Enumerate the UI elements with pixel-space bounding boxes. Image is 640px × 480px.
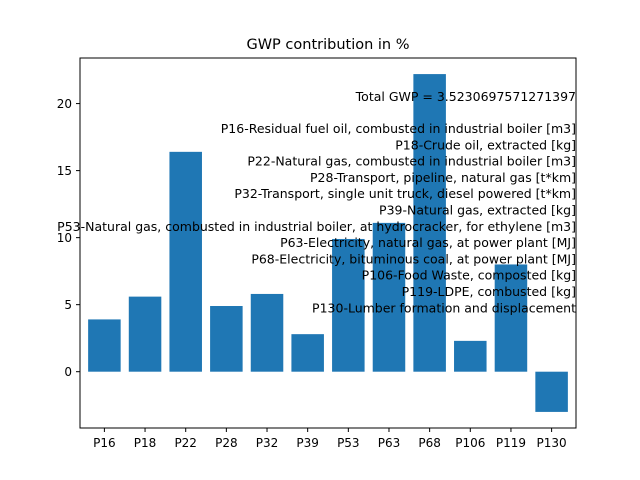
bars-group <box>88 74 568 412</box>
bar-p16 <box>88 319 121 372</box>
annotation-line: P22-Natural gas, combusted in industrial… <box>247 154 576 169</box>
x-tick-label: P63 <box>378 436 401 450</box>
bar-p39 <box>291 334 324 372</box>
chart-title: GWP contribution in % <box>246 37 409 53</box>
annotation-line: P18-Crude oil, extracted [kg] <box>395 137 576 152</box>
x-tick-label: P53 <box>337 436 360 450</box>
annotation-line: P130-Lumber formation and displacement <box>312 300 576 315</box>
y-tick-label: 5 <box>64 298 72 312</box>
x-tick-label: P28 <box>215 436 238 450</box>
bar-p119 <box>494 264 528 372</box>
annotation-line: P16-Residual fuel oil, combusted in indu… <box>221 121 576 136</box>
x-tick-label: P39 <box>296 436 319 450</box>
x-tick-label: P106 <box>455 436 485 450</box>
annotation-block: Total GWP = 3.5230697571271397 P16-Resid… <box>57 89 576 315</box>
bar-p28 <box>210 306 243 372</box>
annotation-line: P106-Food Waste, composted [kg] <box>362 268 576 283</box>
x-tick-label: P119 <box>496 436 526 450</box>
annotation-line: P53-Natural gas, combusted in industrial… <box>57 219 576 234</box>
bar-p32 <box>250 293 284 372</box>
bar-p63 <box>372 222 406 372</box>
annotation-line: P119-LDPE, combusted [kg] <box>402 284 576 299</box>
x-tick-label: P18 <box>134 436 157 450</box>
x-tick-label: P32 <box>256 436 279 450</box>
x-tick-label: P130 <box>537 436 567 450</box>
annotation-line: P32-Transport, single unit truck, diesel… <box>234 186 576 201</box>
bar-p22 <box>169 151 202 372</box>
x-axis: P16 P18 P22 P28 P32 P39 P53 P63 P68 P106 P119 P130 <box>93 428 567 450</box>
y-tick-label: 15 <box>57 164 72 178</box>
y-tick-label: 10 <box>57 231 72 245</box>
bar-p130 <box>535 371 568 412</box>
x-tick-label: P16 <box>93 436 116 450</box>
bar-p53 <box>332 238 365 372</box>
x-tick-label: P22 <box>174 436 197 450</box>
annotation-total: Total GWP = 3.5230697571271397 <box>355 89 576 104</box>
y-tick-label: 0 <box>64 365 72 379</box>
annotation-line: P68-Electricity, bituminous coal, at pow… <box>251 251 576 266</box>
annotation-line: P39-Natural gas, extracted [kg] <box>379 203 576 218</box>
bar-p68 <box>413 74 446 372</box>
bar-p18 <box>128 296 162 372</box>
y-tick-label: 20 <box>57 97 72 111</box>
annotation-line: P28-Transport, pipeline, natural gas [t*… <box>310 170 576 185</box>
plot-frame <box>79 57 577 429</box>
x-tick-label: P68 <box>418 436 441 450</box>
annotation-line: P63-Electricity, natural gas, at power p… <box>280 235 576 250</box>
bar-p106 <box>454 340 487 372</box>
y-axis: 0 5 10 15 20 <box>57 97 80 379</box>
